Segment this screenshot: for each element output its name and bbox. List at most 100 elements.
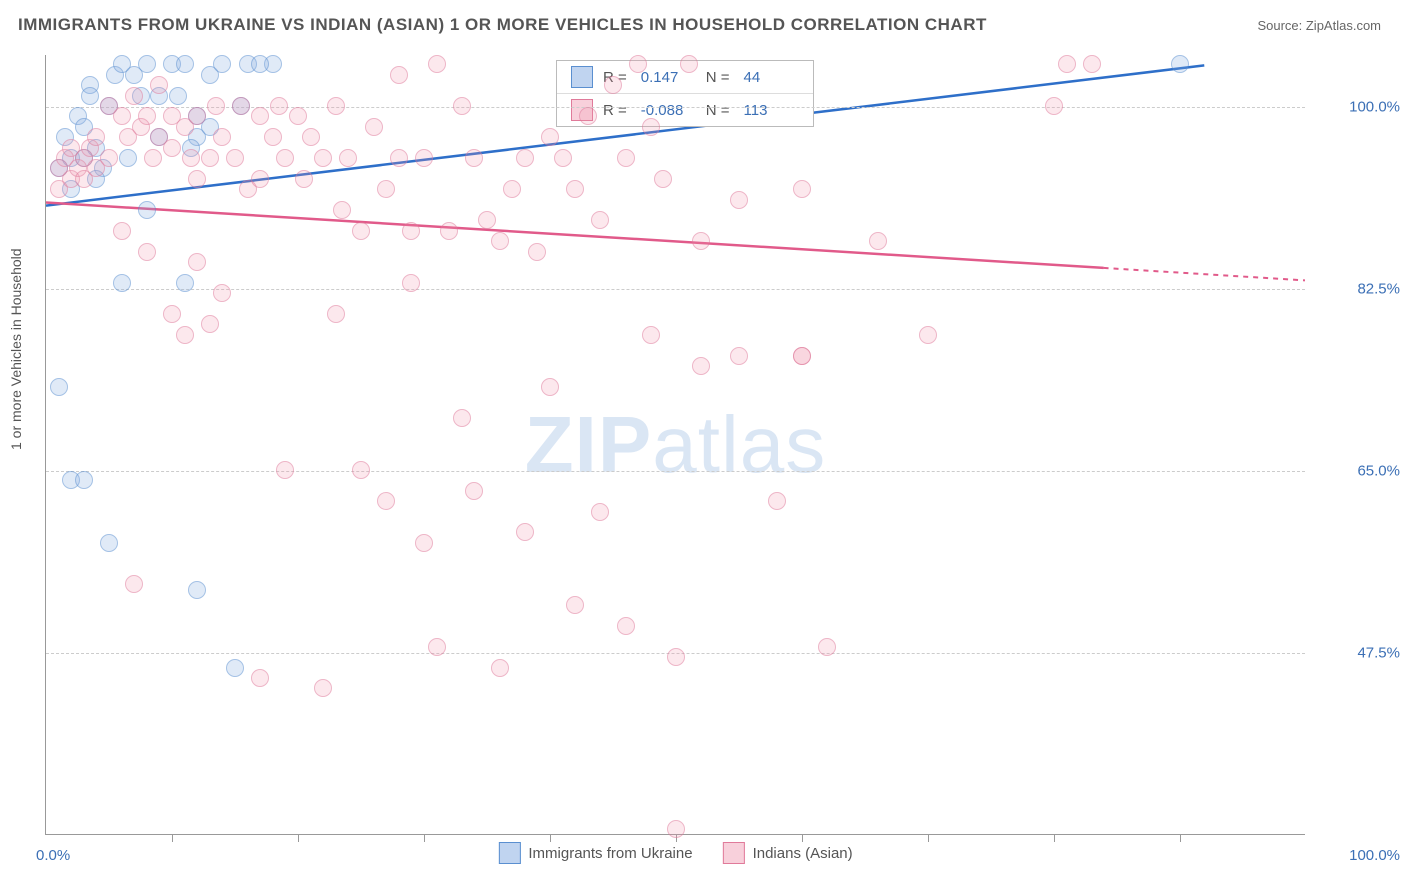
legend-label: Indians (Asian): [753, 845, 853, 862]
scatter-point: [541, 128, 559, 146]
legend-item: Indians (Asian): [723, 842, 853, 864]
scatter-point: [478, 211, 496, 229]
scatter-point: [176, 274, 194, 292]
scatter-point: [642, 118, 660, 136]
scatter-point: [730, 347, 748, 365]
x-tick: [928, 834, 929, 842]
scatter-point: [163, 139, 181, 157]
x-tick: [550, 834, 551, 842]
stat-N-label: N =: [706, 102, 730, 119]
scatter-point: [276, 149, 294, 167]
scatter-point: [554, 149, 572, 167]
legend-label: Immigrants from Ukraine: [528, 845, 692, 862]
scatter-point: [188, 253, 206, 271]
scatter-point: [176, 55, 194, 73]
scatter-point: [617, 149, 635, 167]
scatter-point: [629, 55, 647, 73]
legend-item: Immigrants from Ukraine: [498, 842, 692, 864]
watermark-light: atlas: [652, 400, 826, 489]
scatter-point: [125, 87, 143, 105]
scatter-point: [150, 76, 168, 94]
scatter-point: [251, 55, 269, 73]
scatter-point: [289, 107, 307, 125]
scatter-point: [207, 97, 225, 115]
scatter-point: [295, 170, 313, 188]
scatter-point: [138, 55, 156, 73]
stat-R-value: -0.088: [641, 102, 696, 119]
scatter-point: [327, 305, 345, 323]
scatter-point: [453, 409, 471, 427]
stat-N-value: 113: [744, 102, 799, 119]
scatter-point: [793, 347, 811, 365]
scatter-point: [793, 180, 811, 198]
scatter-point: [869, 232, 887, 250]
scatter-point: [390, 149, 408, 167]
scatter-point: [226, 659, 244, 677]
scatter-point: [1045, 97, 1063, 115]
scatter-point: [251, 170, 269, 188]
scatter-point: [1083, 55, 1101, 73]
x-tick: [802, 834, 803, 842]
scatter-point: [327, 97, 345, 115]
scatter-point: [213, 284, 231, 302]
scatter-point: [1058, 55, 1076, 73]
x-tick: [172, 834, 173, 842]
gridline: [46, 289, 1305, 290]
scatter-point: [465, 149, 483, 167]
scatter-point: [428, 638, 446, 656]
scatter-point: [541, 378, 559, 396]
scatter-point: [144, 149, 162, 167]
scatter-point: [415, 149, 433, 167]
x-tick: [424, 834, 425, 842]
scatter-point: [100, 149, 118, 167]
scatter-point: [377, 492, 395, 510]
scatter-point: [579, 107, 597, 125]
y-axis-label: 1 or more Vehicles in Household: [8, 248, 24, 450]
scatter-point: [692, 357, 710, 375]
scatter-point: [402, 274, 420, 292]
scatter-point: [617, 617, 635, 635]
x-axis-max-label: 100.0%: [1349, 847, 1400, 864]
scatter-point: [333, 201, 351, 219]
scatter-point: [667, 648, 685, 666]
scatter-point: [138, 243, 156, 261]
scatter-point: [730, 191, 748, 209]
stat-N-value: 44: [744, 69, 799, 86]
scatter-point: [491, 232, 509, 250]
scatter-point: [232, 97, 250, 115]
scatter-point: [680, 55, 698, 73]
scatter-point: [125, 575, 143, 593]
scatter-point: [176, 326, 194, 344]
scatter-point: [591, 211, 609, 229]
scatter-point: [188, 581, 206, 599]
scatter-point: [119, 149, 137, 167]
stat-N-label: N =: [706, 69, 730, 86]
scatter-point: [302, 128, 320, 146]
scatter-point: [516, 523, 534, 541]
scatter-point: [163, 305, 181, 323]
scatter-point: [352, 461, 370, 479]
gridline: [46, 471, 1305, 472]
scatter-point: [667, 820, 685, 838]
scatter-point: [390, 66, 408, 84]
source-label: Source: ZipAtlas.com: [1257, 18, 1381, 33]
y-tick-label: 65.0%: [1315, 463, 1400, 480]
scatter-point: [1171, 55, 1189, 73]
scatter-point: [352, 222, 370, 240]
scatter-point: [503, 180, 521, 198]
scatter-point: [566, 596, 584, 614]
scatter-point: [465, 482, 483, 500]
scatter-point: [919, 326, 937, 344]
watermark-bold: ZIP: [525, 400, 652, 489]
watermark: ZIPatlas: [525, 399, 826, 491]
scatter-point: [654, 170, 672, 188]
scatter-point: [138, 107, 156, 125]
trend-lines-svg: [46, 55, 1305, 834]
scatter-point: [491, 659, 509, 677]
scatter-point: [251, 107, 269, 125]
scatter-point: [528, 243, 546, 261]
scatter-point: [516, 149, 534, 167]
scatter-point: [264, 128, 282, 146]
scatter-point: [50, 378, 68, 396]
scatter-point: [276, 461, 294, 479]
